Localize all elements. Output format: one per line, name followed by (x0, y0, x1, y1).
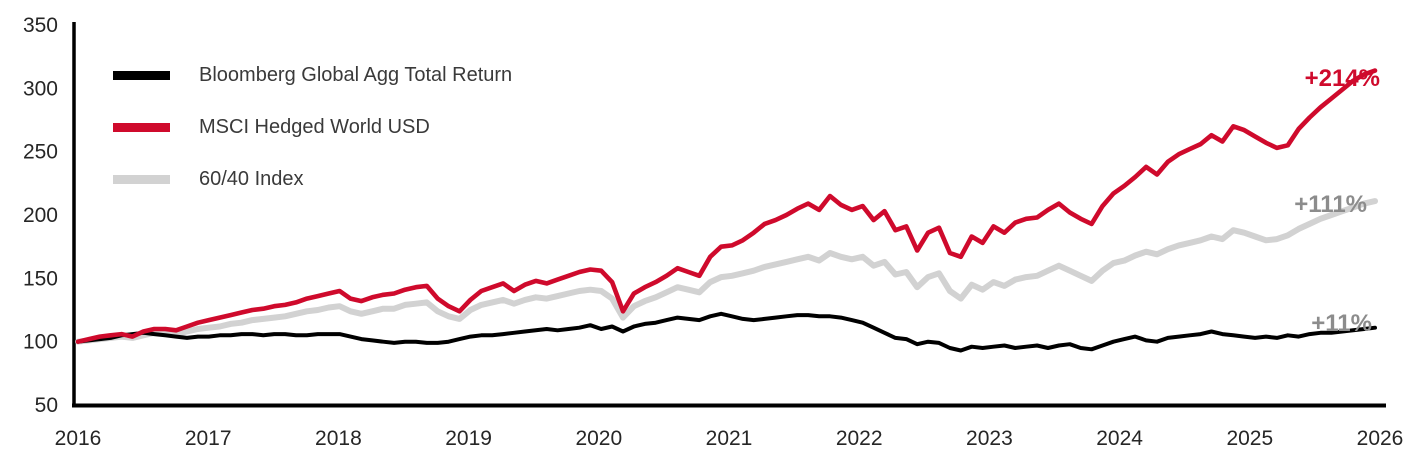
msci-hedged-world-usd-line (75, 68, 1378, 345)
x-tick-label-2016: 2016 (55, 427, 102, 450)
x-tick-label-2022: 2022 (836, 427, 883, 450)
annotations: +11% +214% +111% (1294, 65, 1380, 337)
y-tick-label-100: 100 (23, 331, 58, 354)
x-tick-label-2021: 2021 (706, 427, 753, 450)
x-tick-label-2018: 2018 (315, 427, 362, 450)
y-tick-label-50: 50 (35, 394, 58, 417)
x-tick-label-2025: 2025 (1226, 427, 1273, 450)
legend-item-msci-hedged-world: MSCI Hedged World USD (113, 116, 512, 138)
annotation-msci-return: +214% (1305, 65, 1380, 92)
legend-swatch-msci-hedged-world (113, 123, 170, 132)
series-lines (75, 68, 1378, 353)
x-tick-label-2019: 2019 (445, 427, 492, 450)
y-tick-label-350: 350 (23, 14, 58, 37)
x-tick-label-2023: 2023 (966, 427, 1013, 450)
y-tick-label-300: 300 (23, 77, 58, 100)
y-tick-label-150: 150 (23, 267, 58, 290)
60-40-index-line (75, 198, 1378, 345)
legend-swatch-bloomberg-agg (113, 71, 170, 80)
axis-tick-labels: 350 300 250 200 150 100 50 2016 2017 2018 2019 2020… (23, 14, 1403, 450)
legend: Bloomberg Global Agg Total Return MSCI H… (113, 64, 513, 190)
y-tick-label-250: 250 (23, 141, 58, 164)
legend-label-bloomberg-agg: Bloomberg Global Agg Total Return (199, 64, 513, 86)
x-tick-label-2017: 2017 (185, 427, 232, 450)
y-tick-label-200: 200 (23, 204, 58, 227)
annotation-agg-return: +11% (1311, 310, 1372, 337)
x-tick-label-2024: 2024 (1096, 427, 1143, 450)
x-tick-label-2020: 2020 (575, 427, 622, 450)
legend-item-bloomberg-agg: Bloomberg Global Agg Total Return (113, 64, 513, 86)
bloomberg-global-agg-total-return-line (76, 311, 1377, 353)
legend-item-6040-index: 60/40 Index (113, 168, 512, 190)
legend-label-6040-index: 60/40 Index (199, 168, 304, 190)
x-tick-label-2026: 2026 (1357, 427, 1404, 450)
legend-swatch-6040-index (113, 175, 170, 184)
legend-label-msci-hedged-world: MSCI Hedged World USD (199, 116, 430, 138)
annotation-6040-return: +111% (1294, 191, 1367, 218)
axes (72, 22, 1386, 408)
